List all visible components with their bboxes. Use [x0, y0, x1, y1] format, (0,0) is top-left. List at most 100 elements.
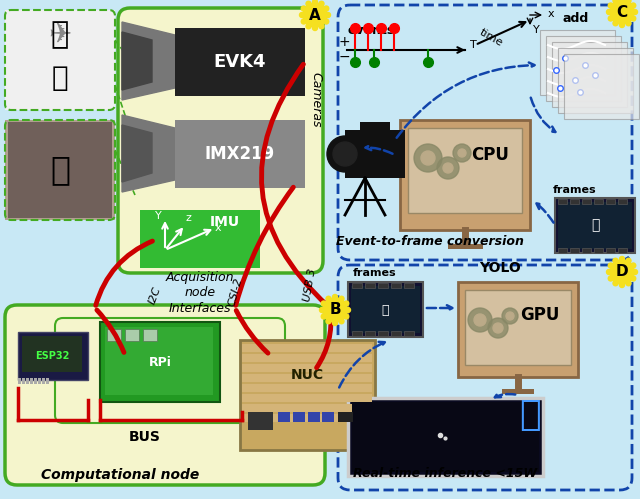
Bar [322, 412, 334, 422]
Circle shape [613, 281, 618, 286]
FancyBboxPatch shape [338, 265, 632, 490]
Bar [242, 384, 372, 392]
Circle shape [414, 144, 442, 172]
Circle shape [326, 12, 330, 17]
Bar [348, 282, 423, 337]
Bar [248, 412, 273, 430]
Circle shape [608, 3, 613, 8]
Circle shape [608, 263, 613, 268]
Text: ✈: ✈ [49, 21, 72, 49]
Bar [558, 202, 632, 249]
Polygon shape [122, 115, 175, 192]
Bar [351, 286, 420, 333]
Bar [582, 199, 591, 204]
Text: add: add [563, 11, 589, 24]
Text: Event-to-frame conversion: Event-to-frame conversion [336, 235, 524, 248]
Text: ESP32: ESP32 [35, 351, 69, 361]
Text: x: x [548, 9, 555, 19]
Circle shape [613, 0, 618, 3]
FancyBboxPatch shape [55, 318, 285, 423]
Bar [34, 378, 37, 384]
Circle shape [608, 16, 613, 21]
Circle shape [626, 0, 631, 3]
Bar [143, 329, 157, 341]
Bar [352, 402, 539, 472]
Circle shape [610, 0, 634, 24]
Bar [242, 364, 372, 372]
Polygon shape [122, 22, 175, 100]
Bar [365, 283, 375, 288]
Circle shape [626, 258, 631, 263]
Circle shape [319, 1, 324, 6]
Bar [558, 248, 567, 253]
Circle shape [613, 21, 618, 26]
Bar [26, 378, 29, 384]
Bar [391, 283, 401, 288]
Text: Interfaces: Interfaces [169, 302, 231, 315]
Bar [404, 283, 414, 288]
Circle shape [319, 24, 324, 29]
Text: Cameras: Cameras [310, 72, 323, 128]
Bar [42, 378, 45, 384]
Circle shape [323, 298, 347, 322]
Text: +: + [338, 35, 350, 49]
Text: CPU: CPU [471, 146, 509, 164]
Text: I2C: I2C [147, 285, 163, 305]
Circle shape [306, 1, 311, 6]
Bar [107, 329, 121, 341]
Bar [22, 378, 25, 384]
Bar [352, 331, 362, 336]
Circle shape [303, 3, 327, 27]
Bar [378, 283, 388, 288]
Text: Real-time inference <15W: Real-time inference <15W [353, 467, 537, 480]
Text: T: T [470, 40, 477, 50]
Circle shape [631, 3, 636, 8]
Text: 🚁: 🚁 [381, 303, 388, 316]
Text: −: − [338, 50, 350, 64]
Text: 👍: 👍 [519, 398, 541, 432]
Bar [242, 354, 372, 362]
Circle shape [607, 269, 611, 274]
Bar [308, 412, 320, 422]
Text: Computational node: Computational node [41, 468, 199, 482]
Bar [594, 199, 603, 204]
Circle shape [506, 312, 514, 320]
Circle shape [344, 301, 349, 306]
Bar [618, 248, 627, 253]
Bar [582, 248, 591, 253]
Circle shape [607, 9, 611, 14]
Text: Acquisition
node: Acquisition node [166, 271, 234, 299]
Text: BUS: BUS [129, 430, 161, 444]
Bar [360, 122, 390, 134]
Circle shape [458, 149, 466, 157]
Bar [5, 120, 115, 220]
Bar [348, 398, 543, 476]
Text: C: C [616, 4, 628, 19]
Circle shape [620, 256, 625, 261]
Bar [465, 290, 571, 365]
Bar [408, 128, 522, 213]
Circle shape [321, 301, 326, 306]
Circle shape [333, 294, 337, 299]
Bar [18, 378, 21, 384]
Bar [242, 414, 372, 422]
Text: USB 3: USB 3 [302, 267, 318, 302]
Bar [46, 378, 49, 384]
Bar [618, 199, 627, 204]
Bar [546, 36, 621, 101]
Circle shape [333, 320, 337, 325]
Circle shape [324, 6, 329, 11]
Bar [22, 336, 82, 372]
Text: CSI-2: CSI-2 [227, 276, 244, 307]
Circle shape [620, 0, 625, 1]
Bar [570, 199, 579, 204]
Text: YOLO: YOLO [479, 261, 521, 275]
Bar [240, 340, 375, 450]
Text: frames: frames [353, 268, 397, 278]
Bar [38, 378, 41, 384]
Bar [352, 283, 362, 288]
Circle shape [326, 319, 331, 324]
Bar [365, 331, 375, 336]
Bar [140, 210, 260, 268]
Bar [558, 48, 633, 113]
